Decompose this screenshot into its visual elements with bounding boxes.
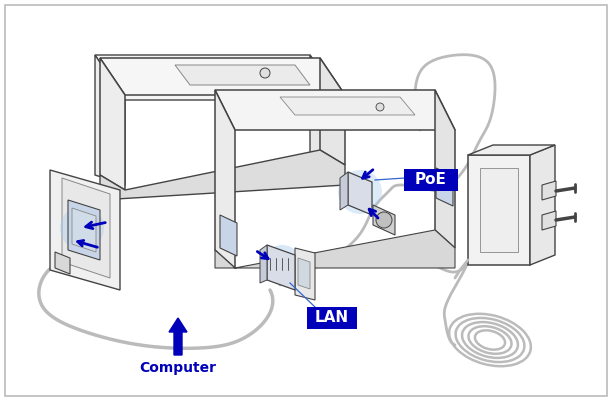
Polygon shape [260,245,267,283]
Circle shape [376,103,384,111]
Polygon shape [215,90,455,130]
Polygon shape [215,230,455,268]
Polygon shape [348,172,372,215]
Polygon shape [215,90,235,268]
Polygon shape [435,90,455,248]
Polygon shape [55,252,70,274]
Circle shape [260,68,270,78]
Polygon shape [310,55,340,170]
FancyArrow shape [169,318,187,355]
Circle shape [338,170,382,214]
FancyBboxPatch shape [404,169,458,191]
Circle shape [376,212,392,228]
Polygon shape [436,168,453,206]
Polygon shape [340,172,348,210]
Polygon shape [50,170,120,290]
Polygon shape [530,145,555,265]
Polygon shape [480,168,518,252]
Polygon shape [280,97,415,115]
Polygon shape [72,208,96,252]
Polygon shape [295,248,315,300]
Polygon shape [100,150,345,200]
Polygon shape [62,178,110,278]
FancyBboxPatch shape [307,307,357,329]
Text: PoE: PoE [415,172,447,188]
Polygon shape [298,258,310,289]
Polygon shape [68,200,100,260]
Text: Computer: Computer [140,361,217,375]
Polygon shape [267,245,295,290]
Polygon shape [175,65,310,85]
Polygon shape [542,181,556,200]
Polygon shape [220,215,237,256]
Polygon shape [320,58,345,165]
Circle shape [262,245,302,285]
Polygon shape [100,58,125,190]
Polygon shape [95,55,340,100]
Circle shape [60,206,104,250]
Polygon shape [542,211,556,230]
Polygon shape [468,155,530,265]
Polygon shape [100,58,345,95]
Polygon shape [468,145,555,155]
Polygon shape [95,55,125,185]
Polygon shape [373,205,395,235]
Text: LAN: LAN [315,310,349,326]
